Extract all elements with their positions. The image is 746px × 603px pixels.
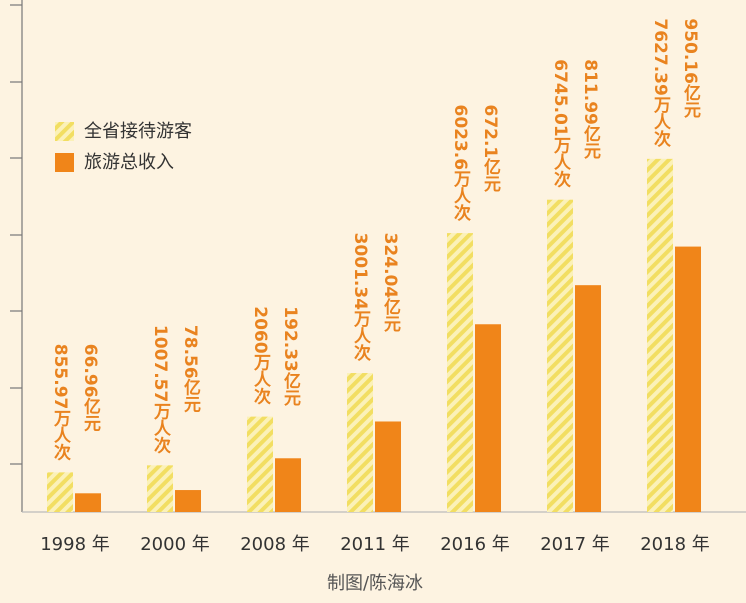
bar — [647, 158, 673, 512]
bar — [47, 472, 73, 512]
bar — [75, 493, 101, 512]
value-label: 1007.57万人次 — [150, 325, 172, 454]
value-label: 192.33亿元 — [280, 306, 301, 406]
x-tick-label: 2017 年 — [540, 534, 610, 555]
bar — [375, 421, 401, 512]
bar — [675, 246, 701, 512]
x-tick-label: 2018 年 — [640, 534, 710, 555]
value-label: 950.16亿元 — [680, 18, 701, 118]
value-label: 3001.34万人次 — [350, 233, 372, 362]
legend-swatch — [55, 122, 74, 141]
legend-swatch — [55, 153, 74, 172]
value-label: 855.97万人次 — [50, 344, 72, 462]
value-label: 6745.01万人次 — [550, 59, 572, 188]
x-tick-label: 2011 年 — [340, 534, 410, 555]
value-label: 78.56亿元 — [180, 325, 201, 413]
bar — [275, 458, 301, 512]
bar — [147, 465, 173, 512]
x-tick-label: 1998 年 — [40, 534, 110, 555]
value-label: 2060万人次 — [250, 306, 272, 405]
bar — [247, 416, 273, 512]
value-label: 811.99亿元 — [580, 59, 601, 159]
bar — [547, 199, 573, 513]
bar — [447, 233, 473, 513]
x-tick-label: 2016 年 — [440, 534, 510, 555]
bar — [175, 490, 201, 512]
legend-label: 全省接待游客 — [84, 121, 192, 142]
value-label: 7627.39万人次 — [650, 18, 672, 147]
credit: 制图/陈海冰 — [327, 573, 423, 594]
x-tick-label: 2000 年 — [140, 534, 210, 555]
bar — [475, 324, 501, 512]
value-label: 6023.6万人次 — [450, 104, 472, 222]
legend-label: 旅游总收入 — [84, 152, 174, 173]
bar — [347, 373, 373, 512]
value-label: 66.96亿元 — [80, 344, 101, 432]
value-label: 324.04亿元 — [380, 233, 401, 333]
bar — [575, 285, 601, 512]
x-tick-label: 2008 年 — [240, 534, 310, 555]
value-label: 672.1亿元 — [480, 104, 501, 192]
